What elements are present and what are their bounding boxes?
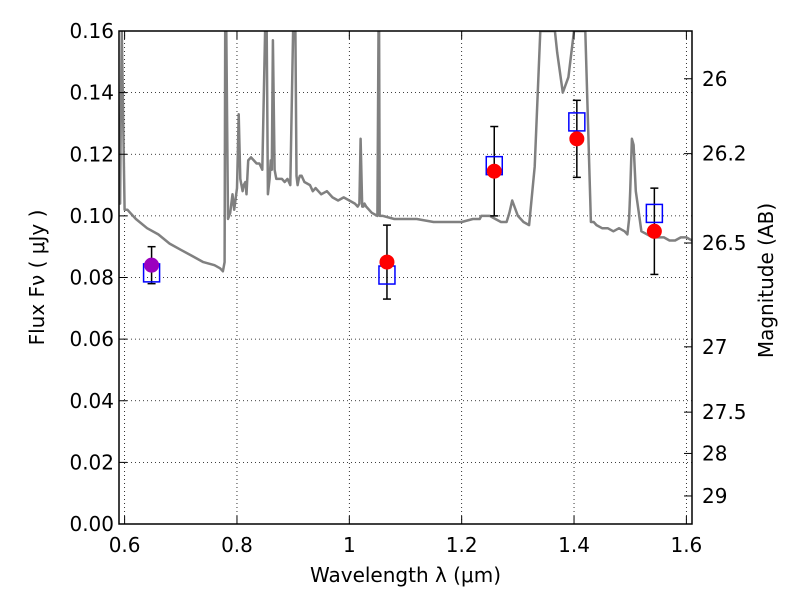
observed-point <box>646 223 662 239</box>
y-tick-label: 0.10 <box>69 204 114 228</box>
y-tick-label: 0.08 <box>69 266 114 290</box>
y-tick-label: 0.14 <box>69 81 114 105</box>
x-tick-label: 1.6 <box>670 533 702 557</box>
observed-point <box>486 163 502 179</box>
right-axis-tick-label: 26.5 <box>702 231 747 255</box>
right-axis-tick-label: 26 <box>702 67 727 91</box>
right-axis-tick-label: 28 <box>702 441 727 465</box>
model-photometry-layer <box>142 112 664 285</box>
x-tick-label: 0.8 <box>221 533 253 557</box>
plot-frame <box>118 30 693 525</box>
grid <box>119 30 692 525</box>
observed-point <box>379 254 395 270</box>
y-tick-label: 0.12 <box>69 142 114 166</box>
model-photometry-box <box>645 203 664 224</box>
y-tick-label: 0.00 <box>69 512 114 536</box>
x-tick-label: 1.2 <box>446 533 478 557</box>
y-tick-label: 0.06 <box>69 327 114 351</box>
ticks <box>119 30 692 525</box>
y-axis-title: Flux Fν ( μJy ) <box>25 210 49 346</box>
observed-point <box>144 257 160 273</box>
tick-labels: 0.6 0.8 1 1.2 1.4 1.6 0.00 0.02 0.04 0.06 0.08 0.10… <box>69 19 746 557</box>
x-tick-label: 1.4 <box>558 533 590 557</box>
x-axis-title: Wavelength λ (μm) <box>310 563 501 587</box>
x-tick-label: 0.6 <box>109 533 141 557</box>
right-axis-tick-label: 26.2 <box>702 142 747 166</box>
x-tick-label: 1 <box>343 533 356 557</box>
observed-points-layer <box>144 131 662 273</box>
right-axis-title: Magnitude (AB) <box>754 203 778 358</box>
y-tick-label: 0.04 <box>69 389 114 413</box>
observed-point <box>569 131 585 147</box>
model-photometry-box <box>568 112 586 132</box>
y-tick-label: 0.02 <box>69 450 114 474</box>
y-tick-label: 0.16 <box>69 19 114 43</box>
model-spectrum-line <box>119 31 692 273</box>
right-axis-tick-label: 27.5 <box>702 400 747 424</box>
right-axis-tick-label: 27 <box>702 335 727 359</box>
right-axis-tick-label: 29 <box>702 484 727 508</box>
model-spectrum-layer <box>119 31 692 273</box>
